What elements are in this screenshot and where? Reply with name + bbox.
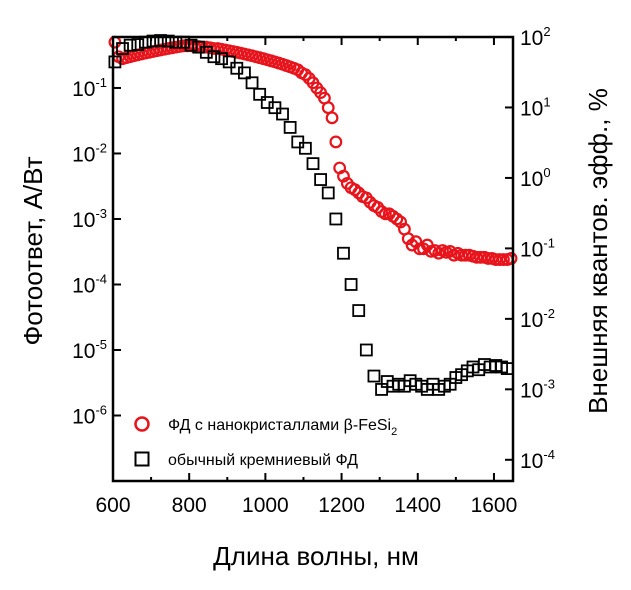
data-point-circle	[443, 244, 457, 258]
data-point-circle	[321, 101, 335, 115]
y-right-tick-label: 10-3	[520, 376, 555, 402]
data-point-square	[238, 66, 251, 80]
y-left-tick-label: 10-6	[72, 402, 107, 428]
y-right-tick-label: 10-2	[520, 306, 555, 332]
y-right-tick-label: 100	[520, 165, 551, 191]
data-point-square	[359, 343, 373, 357]
x-tick-label: 1400	[394, 494, 441, 517]
data-point-circle	[497, 253, 510, 266]
data-point-square	[146, 34, 160, 48]
y-left-tick-label: 10-1	[72, 75, 107, 101]
data-point-square	[116, 42, 129, 55]
x-tick-label: 800	[172, 494, 207, 517]
data-point-circle	[378, 207, 392, 221]
data-point-square	[344, 278, 358, 291]
data-layer	[108, 34, 518, 396]
labels-layer: 600 800 1000 1200 1400 1600 10-1 10-2 10-3 10-4 10…	[72, 24, 555, 517]
data-point-square	[329, 212, 343, 226]
series-0	[108, 35, 518, 266]
y-left-tick-label: 10-5	[72, 337, 107, 363]
y-right-tick-label: 102	[520, 24, 551, 50]
data-point-square	[352, 304, 366, 317]
data-point-circle	[329, 135, 343, 149]
data-point-square	[321, 186, 335, 200]
data-point-square	[215, 52, 228, 66]
data-point-square	[123, 38, 137, 52]
data-point-circle	[325, 111, 339, 125]
legend-label-fd-fesi: ФД с нанокристаллами β-FeSi2	[168, 417, 397, 438]
data-point-square	[108, 55, 122, 69]
data-point-square	[207, 50, 221, 64]
legend-marker-square	[134, 451, 150, 467]
data-point-square	[314, 173, 328, 186]
legend-marker-circle	[134, 416, 150, 432]
data-point-square	[298, 141, 312, 155]
data-point-square	[154, 34, 168, 47]
x-tick-label: 600	[95, 494, 130, 517]
ticks-layer	[112, 36, 513, 481]
data-point-square	[306, 157, 320, 171]
data-point-square	[245, 76, 259, 90]
data-point-square	[199, 45, 213, 59]
data-point-square	[253, 87, 267, 101]
data-point-square	[276, 107, 289, 121]
legend-label-subscript: 2	[391, 426, 397, 438]
data-point-square	[367, 369, 381, 383]
x-axis-title: Длина волны, нм	[213, 541, 419, 571]
data-point-square	[161, 34, 175, 48]
y-left-tick-label: 10-3	[72, 206, 107, 232]
x-tick-label: 1200	[318, 494, 365, 517]
x-tick-label: 1600	[471, 494, 518, 517]
y-right-axis-title: Внешняя квантов. эфф., %	[583, 88, 613, 414]
data-point-circle	[458, 248, 472, 262]
data-point-square	[337, 246, 350, 260]
y-left-tick-label: 10-4	[72, 271, 107, 297]
y-left-tick-label: 10-2	[72, 140, 107, 166]
data-point-square	[131, 38, 145, 51]
y-right-tick-label: 10-4	[520, 447, 555, 473]
y-right-tick-label: 101	[520, 94, 551, 120]
x-tick-label: 1000	[242, 494, 289, 517]
legend-label-si: обычный кремниевый ФД	[168, 452, 358, 469]
data-point-square	[184, 38, 198, 52]
plot-frame	[111, 35, 515, 483]
legend: ФД с нанокристаллами β-FeSi2 обычный кре…	[134, 416, 397, 469]
y-right-tick-label: 10-1	[520, 235, 555, 261]
legend-label-fd-fesi-name: ФД с нанокристаллами β-FeSi	[168, 417, 391, 434]
data-point-circle	[298, 68, 312, 82]
data-point-square	[283, 121, 297, 134]
y-left-axis-title: Фотоответ, А/Вт	[18, 156, 48, 345]
data-point-circle	[504, 252, 518, 265]
data-point-circle	[401, 232, 415, 246]
